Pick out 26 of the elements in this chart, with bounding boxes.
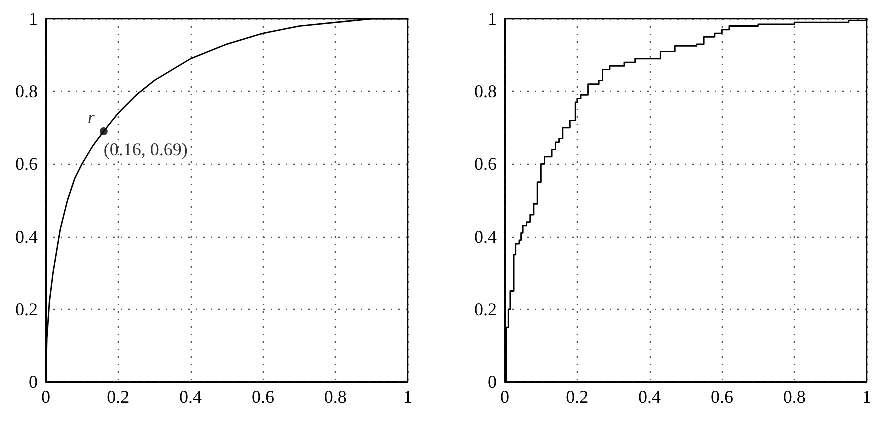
x-tick-label: 0.2	[107, 387, 130, 407]
x-tick-label: 0.8	[783, 387, 806, 407]
y-tick-label: 0.4	[474, 226, 497, 247]
x-tick-label: 1	[404, 387, 412, 407]
x-tick-label: 0.6	[710, 387, 734, 407]
y-tick-label: 1	[29, 9, 38, 29]
y-tick-label: 0.2	[16, 299, 38, 320]
x-tick-label: 1	[862, 387, 872, 407]
y-tick-label: 0	[488, 372, 497, 392]
annotation: (0.16, 0.69)	[104, 140, 188, 160]
x-tick-label: 0.4	[638, 387, 662, 407]
y-tick-label: 0.4	[16, 226, 38, 247]
y-tick-label: 0.6	[474, 154, 497, 174]
y-tick-label: 0.2	[474, 299, 497, 320]
x-tick-label: 0.6	[252, 387, 274, 407]
y-tick-label: 1	[488, 9, 497, 29]
x-tick-label: 0	[500, 387, 510, 407]
x-tick-label: 0.2	[566, 387, 589, 407]
x-tick-label: 0.8	[324, 387, 347, 407]
y-tick-label: 0.8	[474, 82, 497, 102]
annotation: r	[88, 108, 96, 128]
x-tick-label: 0.4	[180, 387, 202, 407]
y-tick-label: 0.6	[16, 154, 38, 174]
y-tick-label: 0.8	[16, 82, 38, 102]
x-tick-label: 0	[42, 387, 50, 407]
y-tick-label: 0	[29, 372, 38, 392]
